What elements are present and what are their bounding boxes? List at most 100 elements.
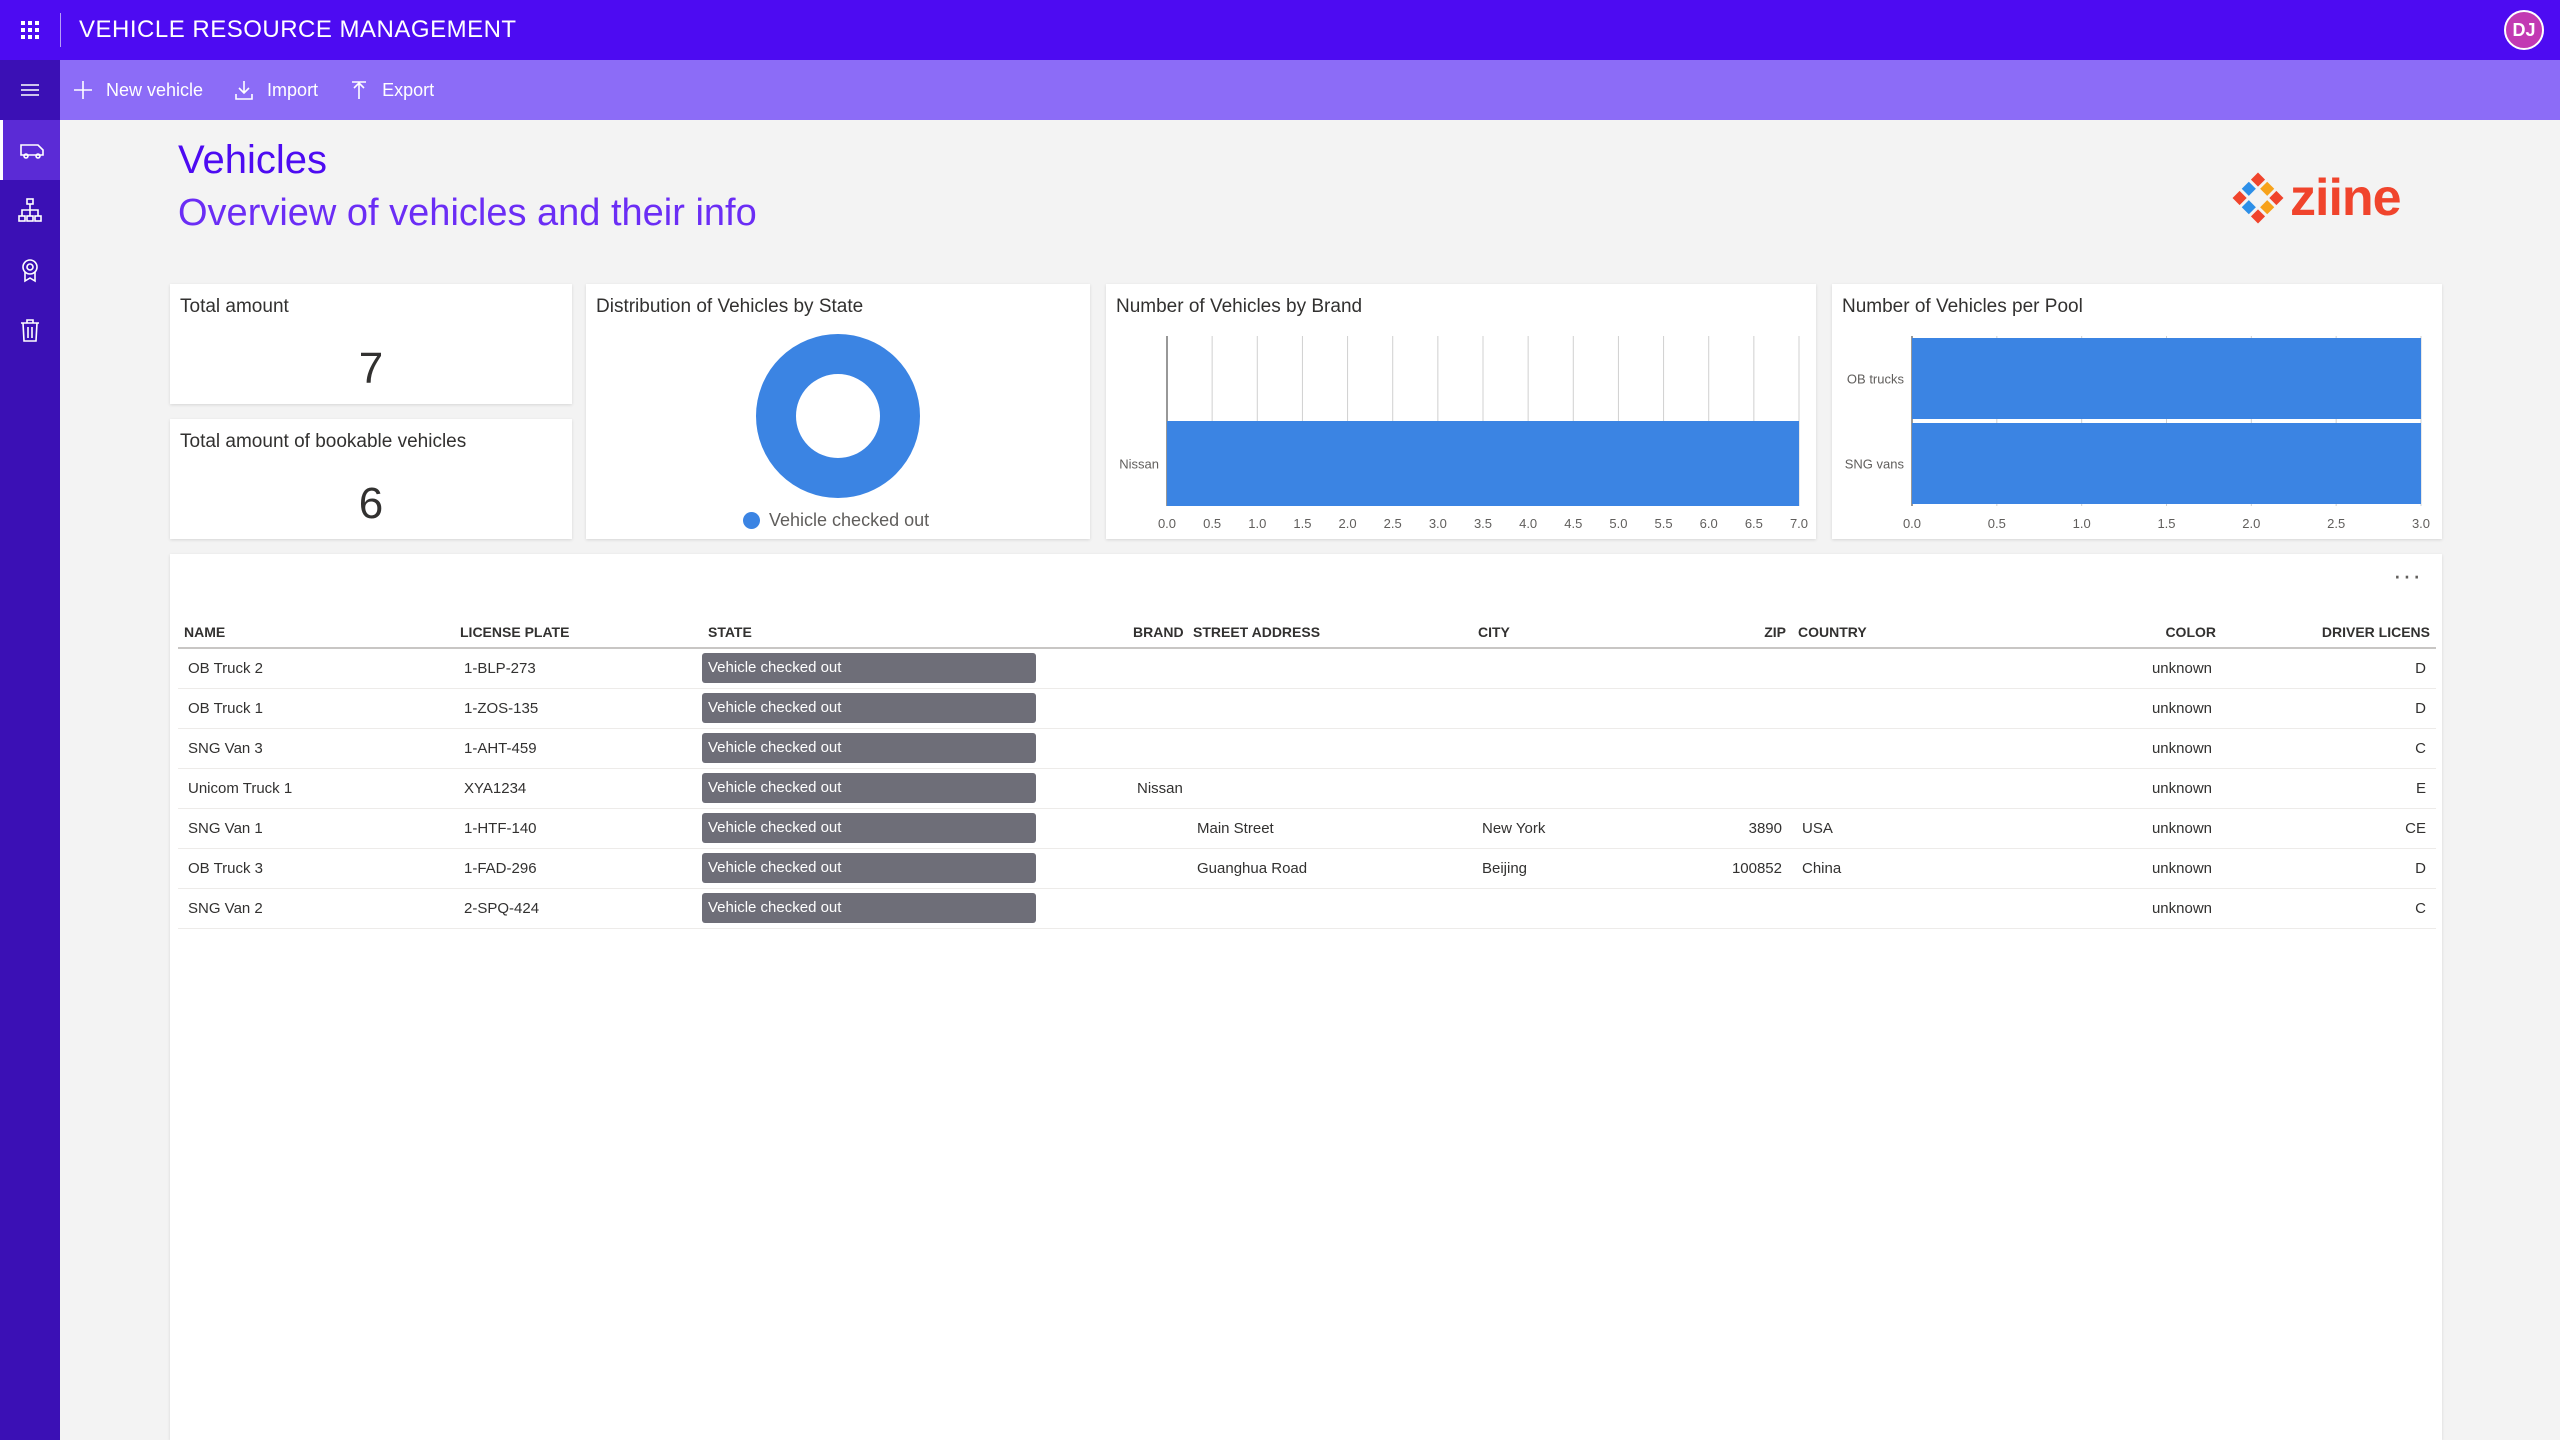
table-row[interactable]: OB Truck 3 1-FAD-296 Vehicle checked out Gu… [178,848,2436,889]
x-tick-label: 2.5 [1384,516,1402,531]
column-header-name[interactable]: NAME [178,616,454,649]
bookable-amount-card: Total amount of bookable vehicles 6 [170,419,572,539]
brand-chart-title: Number of Vehicles by Brand [1116,296,1363,317]
download-icon [235,81,253,100]
total-amount-card: Total amount 7 [170,284,572,404]
table-row[interactable]: Unicom Truck 1 XYA1234 Vehicle checked out… [178,768,2436,809]
column-header-brand[interactable]: BRAND [1127,616,1187,649]
x-tick-label: 6.5 [1745,516,1763,531]
upload-icon [352,81,367,99]
x-tick-label: 0.5 [1203,516,1221,531]
x-tick-label: 3.5 [1474,516,1492,531]
cell-name: OB Truck 1 [178,688,454,729]
bar [1912,423,2421,504]
column-header-zip[interactable]: ZIP [1682,616,1792,649]
cell-country: China [1792,848,2052,889]
plus-icon [74,81,92,99]
bar [1912,338,2421,419]
cell-name: SNG Van 2 [178,888,454,929]
cell-brand: Nissan [1127,768,1187,809]
cell-zip: 100852 [1682,848,1792,889]
cell-driver-license: D [2222,688,2436,729]
cell-license-plate: 1-BLP-273 [454,648,702,689]
table-header-row: NAME LICENSE PLATE STATE BRAND STREET AD… [178,616,2436,649]
command-bar: New vehicle Import Export [60,60,2560,120]
cell-license-plate: 1-FAD-296 [454,848,702,889]
cell-name: Unicom Truck 1 [178,768,454,809]
cell-color: unknown [2052,728,2222,769]
user-avatar[interactable]: DJ [2504,10,2544,50]
x-tick-label: 6.0 [1700,516,1718,531]
state-distribution-card: Distribution of Vehicles by State Vehicl… [586,284,1090,539]
export-button[interactable]: Export [348,79,434,101]
state-badge: Vehicle checked out [702,733,1036,763]
hamburger-menu-icon[interactable] [0,60,60,120]
x-tick-label: 4.0 [1519,516,1537,531]
table-row[interactable]: OB Truck 2 1-BLP-273 Vehicle checked out un… [178,648,2436,689]
app-title: VEHICLE RESOURCE MANAGEMENT [79,16,517,43]
cell-license-plate: XYA1234 [454,768,702,809]
x-tick-label: 5.5 [1655,516,1673,531]
cell-color: unknown [2052,808,2222,849]
top-bar: VEHICLE RESOURCE MANAGEMENT DJ [0,0,2560,60]
column-header-color[interactable]: COLOR [2052,616,2222,649]
cell-driver-license: C [2222,728,2436,769]
table-row[interactable]: SNG Van 2 2-SPQ-424 Vehicle checked out unk… [178,888,2436,929]
cell-zip [1682,688,1792,729]
legend-swatch [743,512,760,529]
state-badge: Vehicle checked out [702,853,1036,883]
column-header-street-address[interactable]: STREET ADDRESS [1187,616,1472,649]
nav-badge-icon[interactable] [0,240,60,300]
y-category-label: OB trucks [1847,372,1905,387]
column-header-license-plate[interactable]: LICENSE PLATE [454,616,702,649]
cell-zip [1682,728,1792,769]
cell-brand [1127,648,1187,689]
title-separator [60,13,61,47]
x-tick-label: 1.5 [2157,516,2175,531]
state-chart-title: Distribution of Vehicles by State [596,296,864,317]
x-tick-label: 1.5 [1293,516,1311,531]
pool-chart-title: Number of Vehicles per Pool [1842,296,2083,317]
table-row[interactable]: OB Truck 1 1-ZOS-135 Vehicle checked out un… [178,688,2436,729]
table-row[interactable]: SNG Van 3 1-AHT-459 Vehicle checked out unk… [178,728,2436,769]
cell-street-address [1187,888,1472,929]
cell-country [1792,768,2052,809]
total-amount-value: 7 [358,344,384,393]
new-vehicle-button[interactable]: New vehicle [72,79,203,101]
cell-city [1472,648,1682,689]
cell-street-address: Guanghua Road [1187,848,1472,889]
x-tick-label: 0.5 [1988,516,2006,531]
nav-hierarchy-icon[interactable] [0,180,60,240]
bar [1167,421,1799,506]
state-legend[interactable]: Vehicle checked out [743,510,929,531]
x-tick-label: 3.0 [2412,516,2430,531]
cell-country: USA [1792,808,2052,849]
column-header-country[interactable]: COUNTRY [1792,616,2052,649]
more-options-icon[interactable]: ··· [2393,560,2422,590]
x-tick-label: 0.0 [1158,516,1176,531]
app-launcher-icon[interactable] [0,0,60,60]
column-header-state[interactable]: STATE [702,616,1127,649]
cell-state: Vehicle checked out [702,848,1127,889]
state-badge: Vehicle checked out [702,653,1036,684]
logo-text: ziine [2290,169,2402,227]
cell-city [1472,688,1682,729]
column-header-driver-license[interactable]: DRIVER LICENS [2222,616,2436,649]
cell-country [1792,648,2052,689]
x-tick-label: 2.0 [2242,516,2260,531]
cell-license-plate: 2-SPQ-424 [454,888,702,929]
table-row[interactable]: SNG Van 1 1-HTF-140 Vehicle checked out Mai… [178,808,2436,849]
cell-driver-license: D [2222,648,2436,689]
column-header-city[interactable]: CITY [1472,616,1682,649]
y-category-label: Nissan [1119,457,1159,472]
nav-vehicles-icon[interactable] [0,120,60,180]
cell-state: Vehicle checked out [702,728,1127,769]
cell-name: OB Truck 2 [178,648,454,689]
left-navigation [0,60,60,1440]
x-tick-label: 3.0 [1429,516,1447,531]
nav-trash-icon[interactable] [0,300,60,360]
import-label: Import [267,79,319,100]
cell-license-plate: 1-AHT-459 [454,728,702,769]
x-tick-label: 4.5 [1564,516,1582,531]
import-button[interactable]: Import [233,79,318,101]
